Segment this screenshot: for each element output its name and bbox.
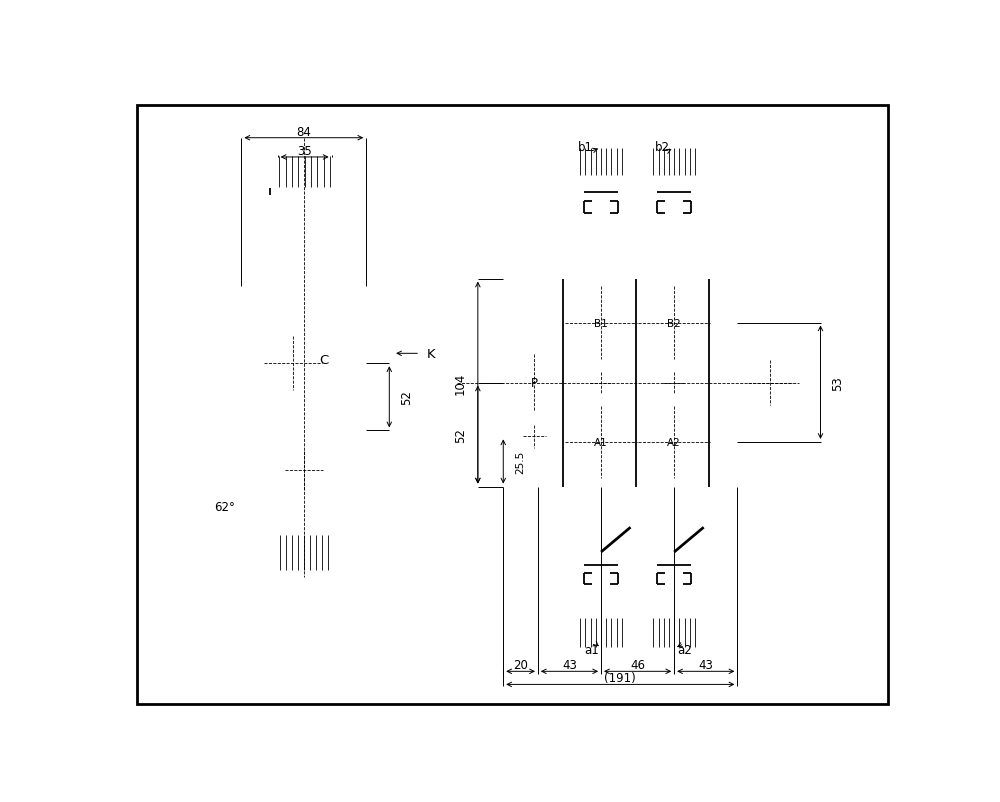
Circle shape bbox=[699, 523, 708, 533]
Bar bbox=[245, 204, 259, 216]
Bar bbox=[465, 287, 503, 480]
Circle shape bbox=[585, 205, 591, 211]
Text: 52: 52 bbox=[454, 427, 467, 443]
Bar bbox=[640, 183, 709, 279]
Text: b2: b2 bbox=[655, 140, 670, 153]
Circle shape bbox=[579, 498, 623, 541]
Bar bbox=[786, 375, 796, 399]
Bar bbox=[652, 148, 697, 177]
Circle shape bbox=[668, 546, 680, 558]
Circle shape bbox=[593, 375, 609, 391]
Bar bbox=[278, 535, 330, 572]
Circle shape bbox=[585, 575, 591, 581]
Circle shape bbox=[569, 410, 633, 475]
Circle shape bbox=[509, 358, 559, 407]
Circle shape bbox=[684, 205, 690, 211]
Circle shape bbox=[651, 419, 697, 465]
Bar bbox=[652, 618, 697, 648]
Bar bbox=[278, 156, 332, 188]
Circle shape bbox=[611, 575, 617, 581]
Bar bbox=[241, 287, 366, 431]
Bar bbox=[737, 294, 796, 472]
Bar bbox=[568, 487, 634, 596]
Text: 43: 43 bbox=[698, 658, 713, 671]
Text: K: K bbox=[427, 347, 435, 360]
Circle shape bbox=[642, 291, 707, 355]
Text: a2: a2 bbox=[677, 643, 692, 657]
Bar bbox=[244, 499, 256, 508]
Text: 84: 84 bbox=[296, 126, 311, 139]
Circle shape bbox=[526, 429, 542, 444]
Circle shape bbox=[663, 431, 685, 453]
Bar bbox=[503, 279, 737, 487]
Bar bbox=[270, 188, 339, 287]
Text: 25.5: 25.5 bbox=[516, 450, 526, 473]
Bar bbox=[563, 191, 709, 279]
Circle shape bbox=[658, 205, 664, 211]
Circle shape bbox=[752, 365, 789, 402]
Bar bbox=[579, 618, 623, 648]
Circle shape bbox=[248, 501, 252, 506]
Text: A2: A2 bbox=[667, 437, 681, 448]
Text: 20: 20 bbox=[513, 658, 528, 671]
Circle shape bbox=[651, 300, 697, 346]
Bar bbox=[641, 487, 707, 596]
Circle shape bbox=[288, 456, 319, 486]
Text: A1: A1 bbox=[594, 437, 608, 448]
Bar bbox=[282, 484, 326, 535]
Bar bbox=[563, 202, 709, 279]
Circle shape bbox=[590, 431, 612, 453]
Circle shape bbox=[284, 354, 302, 373]
Circle shape bbox=[522, 371, 546, 395]
Circle shape bbox=[658, 575, 664, 581]
Polygon shape bbox=[197, 411, 306, 474]
Text: a1: a1 bbox=[584, 643, 599, 657]
Circle shape bbox=[590, 312, 612, 334]
Text: 46: 46 bbox=[630, 658, 645, 671]
Bar bbox=[566, 183, 636, 279]
Bar bbox=[292, 444, 316, 456]
Text: 104: 104 bbox=[454, 372, 467, 395]
Text: (191): (191) bbox=[604, 671, 636, 684]
Circle shape bbox=[611, 205, 617, 211]
Bar bbox=[241, 492, 289, 525]
Circle shape bbox=[642, 410, 707, 475]
Text: b1: b1 bbox=[578, 140, 593, 153]
Text: B1: B1 bbox=[594, 318, 608, 328]
Text: 35: 35 bbox=[297, 145, 312, 158]
Text: 52: 52 bbox=[400, 390, 413, 405]
Text: 53: 53 bbox=[831, 375, 844, 390]
Circle shape bbox=[666, 375, 682, 391]
Circle shape bbox=[663, 312, 685, 334]
Text: 43: 43 bbox=[562, 658, 577, 671]
Bar bbox=[288, 431, 320, 444]
Circle shape bbox=[595, 546, 607, 558]
Circle shape bbox=[250, 208, 255, 213]
Bar bbox=[645, 556, 703, 618]
Text: P: P bbox=[531, 377, 538, 390]
Circle shape bbox=[626, 523, 635, 533]
Circle shape bbox=[684, 575, 690, 581]
Bar bbox=[187, 415, 210, 428]
Text: B2: B2 bbox=[667, 318, 681, 328]
Circle shape bbox=[762, 375, 779, 391]
Bar bbox=[459, 287, 465, 308]
Circle shape bbox=[270, 341, 316, 387]
Circle shape bbox=[589, 507, 613, 532]
Circle shape bbox=[578, 300, 624, 346]
Circle shape bbox=[653, 498, 696, 541]
Text: 62°: 62° bbox=[214, 500, 235, 514]
Bar bbox=[563, 202, 709, 279]
Text: C: C bbox=[319, 354, 328, 367]
Bar bbox=[579, 148, 623, 177]
Bar bbox=[572, 556, 630, 618]
Bar bbox=[241, 196, 280, 246]
Circle shape bbox=[569, 291, 633, 355]
Circle shape bbox=[578, 419, 624, 465]
Circle shape bbox=[662, 507, 687, 532]
